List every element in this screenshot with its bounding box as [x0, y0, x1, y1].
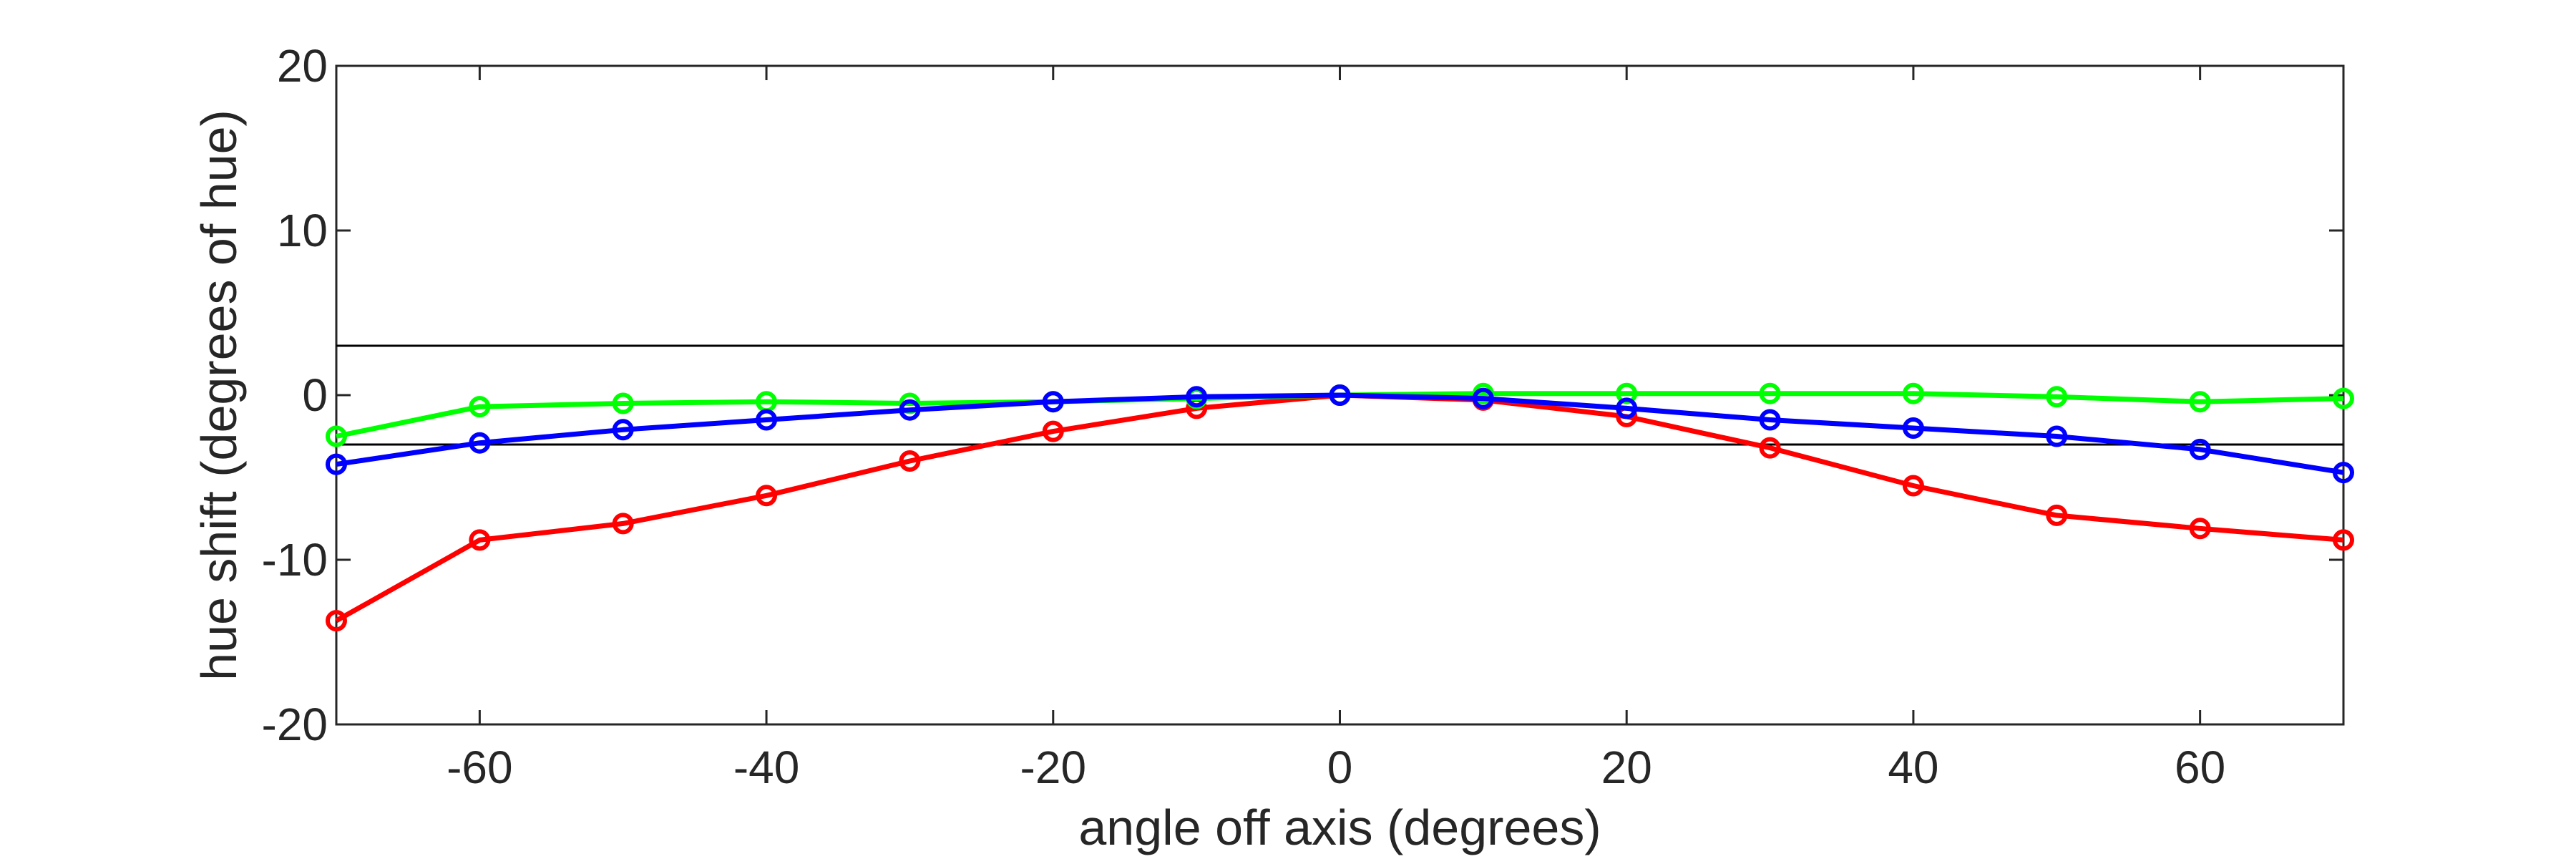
- data-point: [1329, 384, 1351, 406]
- data-point: [1616, 397, 1638, 419]
- data-point: [1759, 382, 1781, 404]
- y-tick-label: 0: [302, 369, 328, 421]
- data-point: [469, 529, 491, 551]
- data-point: [1902, 475, 1924, 497]
- x-tick-label: 60: [2175, 742, 2225, 793]
- data-point: [756, 409, 778, 431]
- data-point: [1042, 391, 1064, 413]
- data-point: [1759, 437, 1781, 459]
- data-point: [2046, 504, 2068, 526]
- data-point: [469, 432, 491, 454]
- data-point: [899, 450, 921, 472]
- data-point: [326, 425, 347, 447]
- y-tick-label: 10: [277, 205, 328, 256]
- data-point: [612, 419, 634, 441]
- series-line: [336, 392, 2344, 475]
- x-axis-ticks: -60 -40 -20 0 20 40 60: [447, 66, 2225, 793]
- series-layer: [326, 382, 2354, 632]
- data-point: [2333, 462, 2354, 484]
- data-point: [1472, 387, 1494, 409]
- data-point: [1902, 417, 1924, 439]
- data-point: [2333, 529, 2354, 551]
- data-point: [2046, 425, 2068, 447]
- data-point: [2189, 391, 2211, 413]
- y-tick-label: -10: [262, 534, 328, 586]
- data-point: [326, 453, 347, 475]
- data-point: [326, 610, 347, 632]
- series-2: [326, 384, 2354, 484]
- y-axis-title: hue shift (degrees of hue): [191, 110, 247, 681]
- x-tick-label: -40: [733, 742, 800, 793]
- data-point: [469, 396, 491, 418]
- data-point: [756, 485, 778, 507]
- x-tick-label: 20: [1601, 742, 1652, 793]
- x-axis-title: angle off axis (degrees): [1078, 800, 1601, 855]
- data-point: [2333, 387, 2354, 409]
- y-tick-label: 20: [277, 40, 328, 92]
- data-point: [1042, 420, 1064, 442]
- data-point: [899, 399, 921, 421]
- data-point: [2189, 438, 2211, 460]
- y-tick-label: -20: [262, 699, 328, 750]
- x-tick-label: -20: [1020, 742, 1087, 793]
- x-tick-label: 40: [1888, 742, 1938, 793]
- x-tick-label: 0: [1327, 742, 1353, 793]
- data-point: [1759, 409, 1781, 431]
- data-point: [1616, 382, 1638, 404]
- reference-lines: [336, 344, 2343, 446]
- data-point: [2189, 518, 2211, 540]
- y-axis-ticks: -20 -10 0 10 20: [262, 40, 2343, 750]
- data-point: [2046, 386, 2068, 408]
- data-point: [612, 392, 634, 414]
- data-point: [1186, 386, 1208, 408]
- x-tick-label: -60: [447, 742, 513, 793]
- data-point: [1902, 382, 1924, 404]
- data-point: [612, 513, 634, 535]
